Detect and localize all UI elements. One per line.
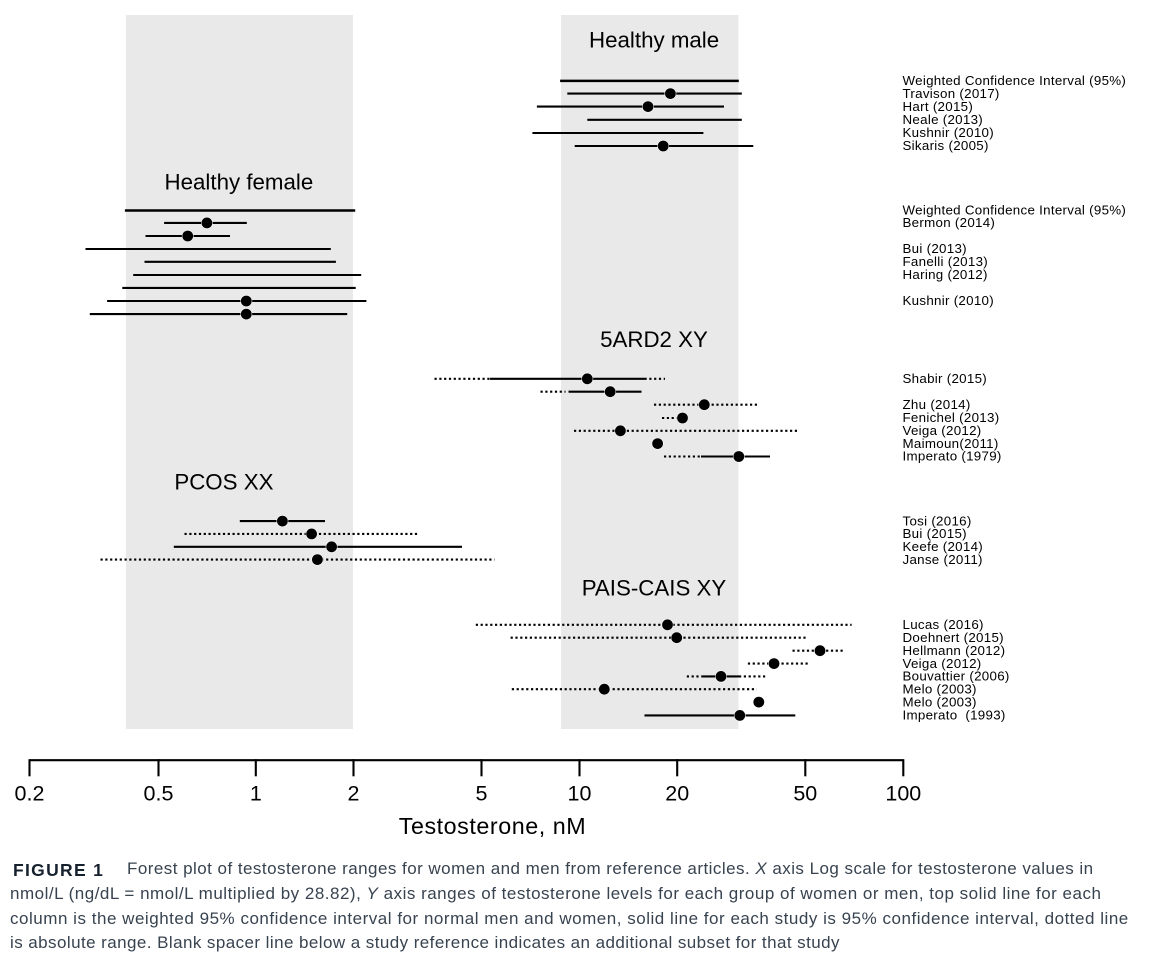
svg-text:Kushnir (2010): Kushnir (2010) <box>903 125 994 140</box>
svg-text:Melo (2003): Melo (2003) <box>903 681 977 696</box>
svg-text:Bermon (2014): Bermon (2014) <box>903 215 996 230</box>
svg-text:Veiga (2012): Veiga (2012) <box>903 423 982 438</box>
svg-text:2: 2 <box>348 781 360 805</box>
svg-text:Weighted Confidence Interval (: Weighted Confidence Interval (95%) <box>903 203 1127 218</box>
svg-text:Hellmann (2012): Hellmann (2012) <box>903 643 1006 658</box>
svg-text:Imperato (1993): Imperato (1993) <box>903 708 1006 723</box>
svg-text:10: 10 <box>568 781 592 805</box>
svg-text:Bui (2013): Bui (2013) <box>903 241 967 256</box>
svg-text:Zhu (2014): Zhu (2014) <box>903 397 971 412</box>
svg-text:Healthy female: Healthy female <box>165 169 314 194</box>
svg-text:Kushnir (2010): Kushnir (2010) <box>903 293 994 308</box>
svg-text:Sikaris (2005): Sikaris (2005) <box>903 138 989 153</box>
svg-text:Melo (2003): Melo (2003) <box>903 694 977 709</box>
svg-text:PAIS-CAIS XY: PAIS-CAIS XY <box>582 576 727 601</box>
svg-text:Hart (2015): Hart (2015) <box>903 99 974 114</box>
svg-text:1: 1 <box>250 781 262 805</box>
svg-text:0.5: 0.5 <box>144 781 174 805</box>
svg-text:Bouvattier (2006): Bouvattier (2006) <box>903 669 1010 684</box>
svg-text:Fenichel (2013): Fenichel (2013) <box>903 410 1000 425</box>
svg-text:Testosterone, nM: Testosterone, nM <box>399 813 587 839</box>
svg-text:Travison (2017): Travison (2017) <box>903 86 1000 101</box>
svg-text:5: 5 <box>476 781 488 805</box>
svg-text:Weighted Confidence Interval (: Weighted Confidence Interval (95%) <box>903 73 1127 88</box>
svg-text:Lucas (2016): Lucas (2016) <box>903 617 984 632</box>
svg-text:100: 100 <box>885 781 921 805</box>
svg-text:Maimoun(2011): Maimoun(2011) <box>903 436 999 451</box>
svg-text:Keefe (2014): Keefe (2014) <box>903 539 984 554</box>
svg-text:5ARD2 XY: 5ARD2 XY <box>600 327 708 352</box>
svg-text:Bui (2015): Bui (2015) <box>903 526 967 541</box>
svg-text:50: 50 <box>793 781 817 805</box>
svg-text:Neale (2013): Neale (2013) <box>903 112 984 127</box>
svg-text:Veiga (2012): Veiga (2012) <box>903 656 982 671</box>
svg-text:Shabir (2015): Shabir (2015) <box>903 371 988 386</box>
svg-text:Janse (2011): Janse (2011) <box>903 552 983 567</box>
svg-text:Fanelli (2013): Fanelli (2013) <box>903 254 989 269</box>
svg-text:20: 20 <box>665 781 689 805</box>
svg-text:Healthy male: Healthy male <box>589 28 719 53</box>
svg-text:0.2: 0.2 <box>15 781 45 805</box>
svg-text:Imperato (1979): Imperato (1979) <box>903 449 1002 464</box>
svg-text:PCOS XX: PCOS XX <box>174 470 273 495</box>
svg-text:Tosi (2016): Tosi (2016) <box>903 513 972 528</box>
svg-text:Haring (2012): Haring (2012) <box>903 267 988 282</box>
svg-text:Doehnert (2015): Doehnert (2015) <box>903 630 1004 645</box>
